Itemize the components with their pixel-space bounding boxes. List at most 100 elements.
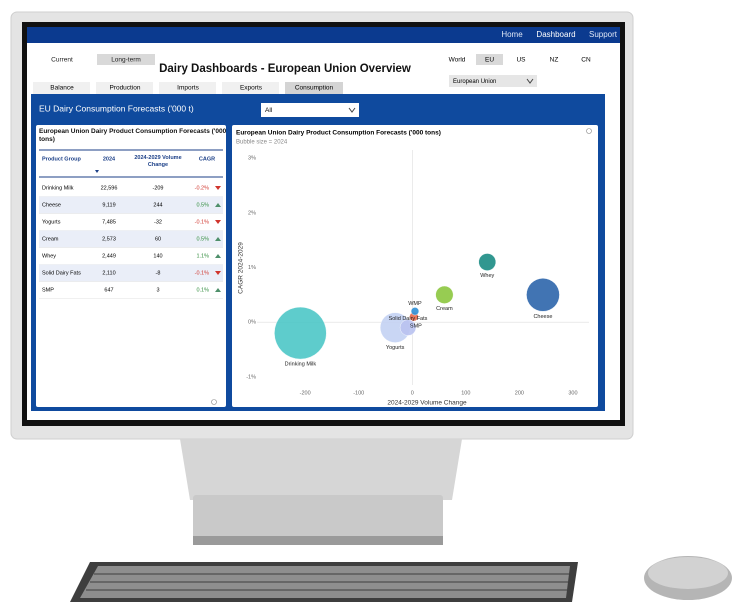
- x-tick-label: -200: [300, 390, 311, 396]
- panel-title: EU Dairy Consumption Forecasts ('000 t): [39, 103, 194, 113]
- bubble-label: Yogurts: [386, 345, 405, 351]
- trend-arrow: [215, 186, 221, 190]
- y-axis-title: CAGR 2024-2029: [238, 242, 245, 294]
- nav-link[interactable]: Dashboard: [536, 30, 575, 39]
- region-button[interactable]: EU: [485, 57, 494, 64]
- cell: 2,573: [102, 236, 116, 242]
- tab[interactable]: Production: [109, 85, 140, 92]
- cell: 22,596: [101, 185, 118, 191]
- bubble: [399, 319, 417, 336]
- trend-arrow: [215, 288, 221, 292]
- region-button[interactable]: World: [449, 57, 466, 64]
- tab-bg: [33, 82, 90, 94]
- trend-arrow: [215, 237, 221, 241]
- keyboard-rows: [86, 573, 569, 591]
- filter-select[interactable]: [261, 103, 359, 117]
- cell: -32: [154, 219, 162, 225]
- sort-indicator: [95, 170, 99, 173]
- x-axis-title: 2024-2029 Volume Change: [387, 400, 467, 407]
- bubble-label: Whey: [480, 273, 494, 279]
- chart-subtitle: Bubble size = 2024: [236, 140, 288, 146]
- chart-title: European Union Dairy Product Consumption…: [236, 130, 441, 137]
- cell: -209: [152, 185, 163, 191]
- table-body: Drinking Milk 22,596 -209 -0.2% Cheese 9,119 2…: [39, 185, 223, 299]
- region-select[interactable]: [449, 75, 537, 87]
- cell: 3: [156, 287, 159, 293]
- cell: -0.1%: [195, 219, 209, 225]
- bubble-label: WMP: [408, 301, 422, 307]
- y-tick-label: 0%: [248, 320, 256, 326]
- cell: 2,110: [102, 270, 115, 276]
- cell: Solid Dairy Fats: [42, 270, 81, 276]
- bubble: [410, 307, 420, 316]
- page-title: Dairy Dashboards - European Union Overvi…: [159, 63, 411, 75]
- tab-bg: [159, 82, 216, 94]
- cell: 1.1%: [196, 253, 209, 259]
- row-bg: [39, 230, 223, 248]
- horizon-button[interactable]: Long-term: [111, 57, 141, 64]
- info-icon[interactable]: [586, 128, 592, 134]
- row-bg: [39, 196, 223, 214]
- cell: -0.1%: [195, 270, 209, 276]
- filter-text: All: [265, 107, 273, 114]
- cell: Cheese: [42, 202, 61, 208]
- region-active: [476, 54, 503, 65]
- cell: SMP: [42, 287, 54, 293]
- region-button[interactable]: NZ: [550, 57, 559, 64]
- cell: Whey: [42, 253, 56, 259]
- trend-arrow: [215, 254, 221, 258]
- region-select-text: European Union: [453, 79, 496, 85]
- bubble-label: Cream: [436, 306, 453, 312]
- table-header: Product Group: [42, 156, 81, 162]
- nav-bar: [27, 27, 620, 43]
- trend-arrow: [215, 220, 221, 224]
- bubble: [274, 306, 327, 360]
- cell: Cream: [42, 236, 59, 242]
- tab[interactable]: Balance: [50, 85, 74, 92]
- select-arrow: [348, 107, 356, 113]
- region-button[interactable]: US: [516, 57, 526, 64]
- horizon-active: [97, 54, 155, 65]
- tab[interactable]: Imports: [177, 85, 199, 92]
- bubble: [478, 253, 497, 271]
- x-tick-label: 100: [461, 390, 470, 396]
- row-bg: [39, 264, 223, 282]
- tab[interactable]: Consumption: [295, 85, 334, 92]
- region-button[interactable]: CN: [581, 57, 591, 64]
- tab-bg: [96, 82, 153, 94]
- horizon-button[interactable]: Current: [51, 57, 73, 64]
- x-tick-label: -100: [353, 390, 364, 396]
- cell: 9,119: [102, 202, 115, 208]
- y-tick-label: 2%: [248, 210, 256, 216]
- tab[interactable]: Exports: [240, 85, 263, 92]
- cell: -8: [156, 270, 161, 276]
- bubble-label: Cheese: [533, 314, 552, 320]
- cell: 0.5%: [196, 236, 209, 242]
- cell: 0.1%: [196, 287, 209, 293]
- bubble: [526, 278, 560, 312]
- stand-neck: [180, 439, 462, 500]
- bubble-label: Solid Dairy Fats: [389, 316, 428, 322]
- trend-arrow: [215, 271, 221, 275]
- info-icon[interactable]: [211, 399, 217, 405]
- plot: -1% 0% 1% 2% 3% -200 -100 0 100 200 300 Drinking Mi…: [246, 150, 589, 396]
- cell: 244: [153, 202, 162, 208]
- cell: Drinking Milk: [42, 185, 74, 191]
- y-tick-label: 1%: [248, 265, 256, 271]
- table-header: 2024-2029 Volume Change: [134, 155, 182, 168]
- nav-link[interactable]: Support: [589, 30, 618, 39]
- stand-edge: [193, 536, 443, 545]
- nav-link[interactable]: Home: [501, 30, 523, 39]
- trend-arrow: [215, 203, 221, 207]
- cell: 2,449: [102, 253, 116, 259]
- table-header-box: 2024-2029 Volume Change: [134, 155, 182, 168]
- cell: -0.2%: [195, 185, 209, 191]
- table-header: 2024: [103, 156, 116, 162]
- x-tick-label: 200: [515, 390, 524, 396]
- x-tick-label: 0: [411, 390, 414, 396]
- x-tick-label: 300: [568, 390, 577, 396]
- bubble: [435, 285, 454, 304]
- bubble-label: SMP: [410, 324, 422, 330]
